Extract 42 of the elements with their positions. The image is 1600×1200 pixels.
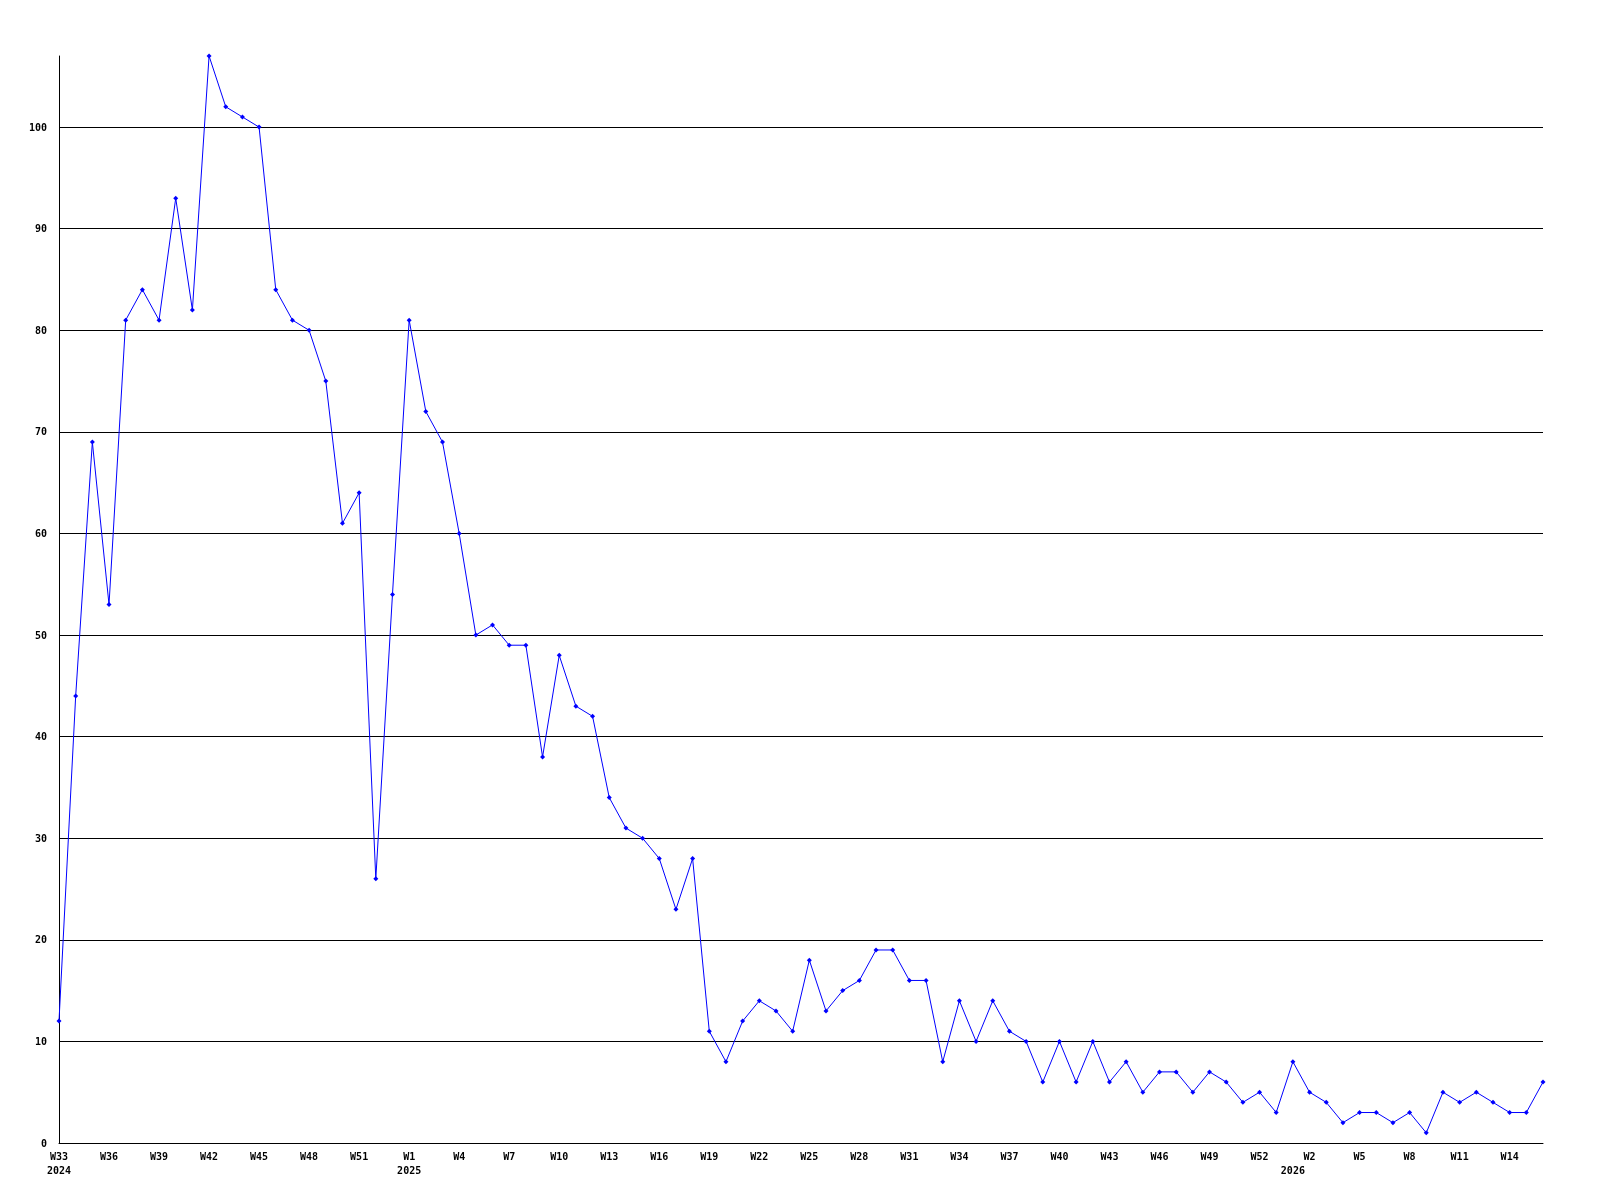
x-tick-label: W28: [850, 1150, 869, 1162]
x-tick-label: W5: [1353, 1150, 1366, 1162]
y-tick-label: 60: [34, 527, 47, 539]
y-tick-label: 70: [34, 426, 47, 438]
y-tick-label: 10: [34, 1035, 47, 1047]
x-tick-label: W49: [1200, 1150, 1219, 1162]
x-tick-label: W11: [1450, 1150, 1469, 1162]
y-tick-label: 100: [28, 121, 47, 133]
x-tick-label: W40: [1050, 1150, 1069, 1162]
x-tick-label: W19: [700, 1150, 719, 1162]
x-tick-label: W42: [200, 1150, 219, 1162]
x-tick-label: W48: [300, 1150, 319, 1162]
x-tick-label: W43: [1100, 1150, 1119, 1162]
x-tick-label: W36: [99, 1150, 119, 1162]
x-tick-label: W4: [453, 1150, 466, 1162]
x-tick-label: W7: [503, 1150, 516, 1162]
x-tick-label: W51: [350, 1150, 369, 1162]
x-tick-label: W16: [650, 1150, 669, 1162]
x-tick-label: W37: [1000, 1150, 1019, 1162]
x-tick-label: W1 2025: [397, 1150, 422, 1176]
x-tick-label: 2026: [1280, 1164, 1305, 1176]
y-tick-label: 20: [34, 934, 47, 946]
x-tick-label: W22: [750, 1150, 769, 1162]
y-tick-label: 0: [40, 1137, 47, 1149]
y-tick-label: 80: [34, 324, 47, 336]
x-tick-label: W33 2024: [46, 1150, 72, 1176]
x-tick-label: W13: [600, 1150, 619, 1162]
x-tick-label: W39: [150, 1150, 169, 1162]
x-tick-label: W46: [1150, 1150, 1169, 1162]
y-tick-label: 40: [34, 731, 47, 743]
y-tick-label: 30: [34, 832, 47, 844]
x-tick-label: W45: [250, 1150, 269, 1162]
x-tick-label: W14: [1500, 1150, 1519, 1162]
x-tick-label: W25: [800, 1150, 819, 1162]
x-tick-label: W52: [1250, 1150, 1269, 1162]
x-tick-label: W8: [1403, 1150, 1416, 1162]
x-tick-label: W2: [1303, 1150, 1316, 1162]
x-tick-label: W34: [950, 1150, 969, 1162]
x-tick-label: W31: [900, 1150, 919, 1162]
y-tick-label: 50: [34, 629, 47, 641]
x-tick-label: W10: [550, 1150, 569, 1162]
y-tick-label: 90: [34, 223, 47, 235]
